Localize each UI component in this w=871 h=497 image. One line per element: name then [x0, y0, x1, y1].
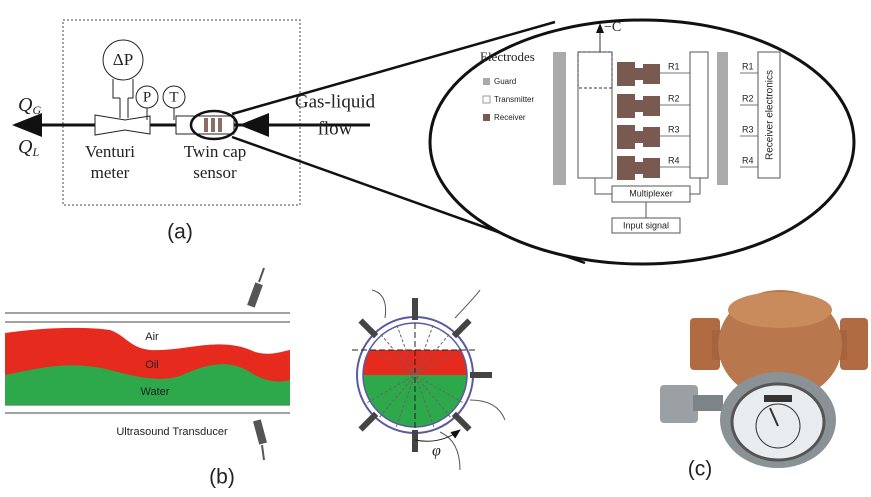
sensor-label: sensor — [193, 163, 237, 182]
symbol: Q — [18, 136, 33, 158]
t-label: T — [169, 89, 178, 105]
layer-label: Air — [145, 331, 159, 343]
cable — [372, 290, 386, 318]
layer-label: Water — [141, 386, 170, 398]
receiver-label: R4 — [668, 155, 680, 165]
probe — [358, 412, 378, 432]
panel-label: (c) — [688, 458, 713, 481]
transducer-label: Ultrasound Transducer — [116, 426, 228, 438]
cable — [470, 400, 505, 420]
ql-label: QL — [18, 136, 39, 159]
sensor-label: Twin cap — [184, 142, 247, 161]
meter-top — [728, 292, 832, 328]
symbol: Q — [18, 94, 33, 116]
receiver-label: R3 — [668, 124, 680, 134]
receiver-label: R2 — [668, 93, 680, 103]
guard — [553, 52, 566, 185]
panel-label: (b) — [209, 466, 235, 489]
receiver-label: R3 — [742, 124, 754, 134]
electronics-label: Receiver electronics — [765, 70, 776, 160]
panel-c: (c) — [660, 290, 868, 481]
input-label: Input signal — [623, 220, 669, 230]
probe — [452, 318, 472, 338]
cable — [259, 268, 264, 282]
angle-label: φ — [432, 443, 441, 460]
transducer — [253, 419, 267, 444]
flow-label: flow — [318, 118, 353, 139]
taps — [113, 79, 133, 118]
dp-label: ΔP — [113, 50, 133, 69]
legend-label: Transmitter — [494, 95, 534, 104]
guard — [717, 52, 728, 185]
probe — [412, 430, 418, 452]
venturi-label: Venturi — [85, 142, 135, 161]
minus-c: −C — [604, 20, 621, 35]
electrode — [218, 118, 222, 132]
water-section — [360, 375, 470, 430]
panel-b: Air Oil Water Ultrasound Transducer φ (b… — [5, 268, 505, 489]
connector — [693, 395, 723, 411]
multiplexer-label: Multiplexer — [629, 188, 673, 198]
legend-swatch — [483, 96, 490, 103]
venturi-shape — [95, 115, 150, 135]
receiver-label: R1 — [742, 61, 754, 71]
electrode — [211, 118, 215, 132]
cable — [262, 445, 264, 460]
cable — [440, 432, 460, 470]
transmitter — [690, 52, 708, 178]
figure: ΔP P T QG QL Venturi meter Twin cap sens… — [0, 0, 871, 497]
subscript: L — [31, 145, 39, 159]
probe — [470, 372, 492, 378]
cable — [455, 290, 480, 318]
legend-swatch — [483, 114, 490, 121]
p-label: P — [143, 89, 151, 105]
probe — [358, 318, 378, 338]
receiver-label: R2 — [742, 93, 754, 103]
transducer — [247, 282, 263, 307]
panel-label: (a) — [167, 221, 193, 244]
probe — [412, 298, 418, 320]
probe — [452, 412, 472, 432]
legend-label: Receiver — [494, 113, 526, 122]
receiver-label: R1 — [668, 61, 680, 71]
panel-a: ΔP P T QG QL Venturi meter Twin cap sens… — [15, 20, 854, 264]
layer-label: Oil — [145, 359, 158, 371]
venturi-label: meter — [91, 163, 130, 182]
legend-title: Electrodes — [480, 49, 535, 64]
receiver-label: R4 — [742, 155, 754, 165]
legend-label: Guard — [494, 77, 516, 86]
subscript: G — [32, 103, 41, 117]
flow-label: Gas-liquid — [295, 91, 376, 112]
electrode — [204, 118, 208, 132]
qg-label: QG — [18, 94, 41, 117]
junction-box — [660, 385, 698, 423]
counter — [764, 395, 792, 402]
legend-swatch — [483, 78, 490, 85]
transmitter — [578, 52, 612, 178]
